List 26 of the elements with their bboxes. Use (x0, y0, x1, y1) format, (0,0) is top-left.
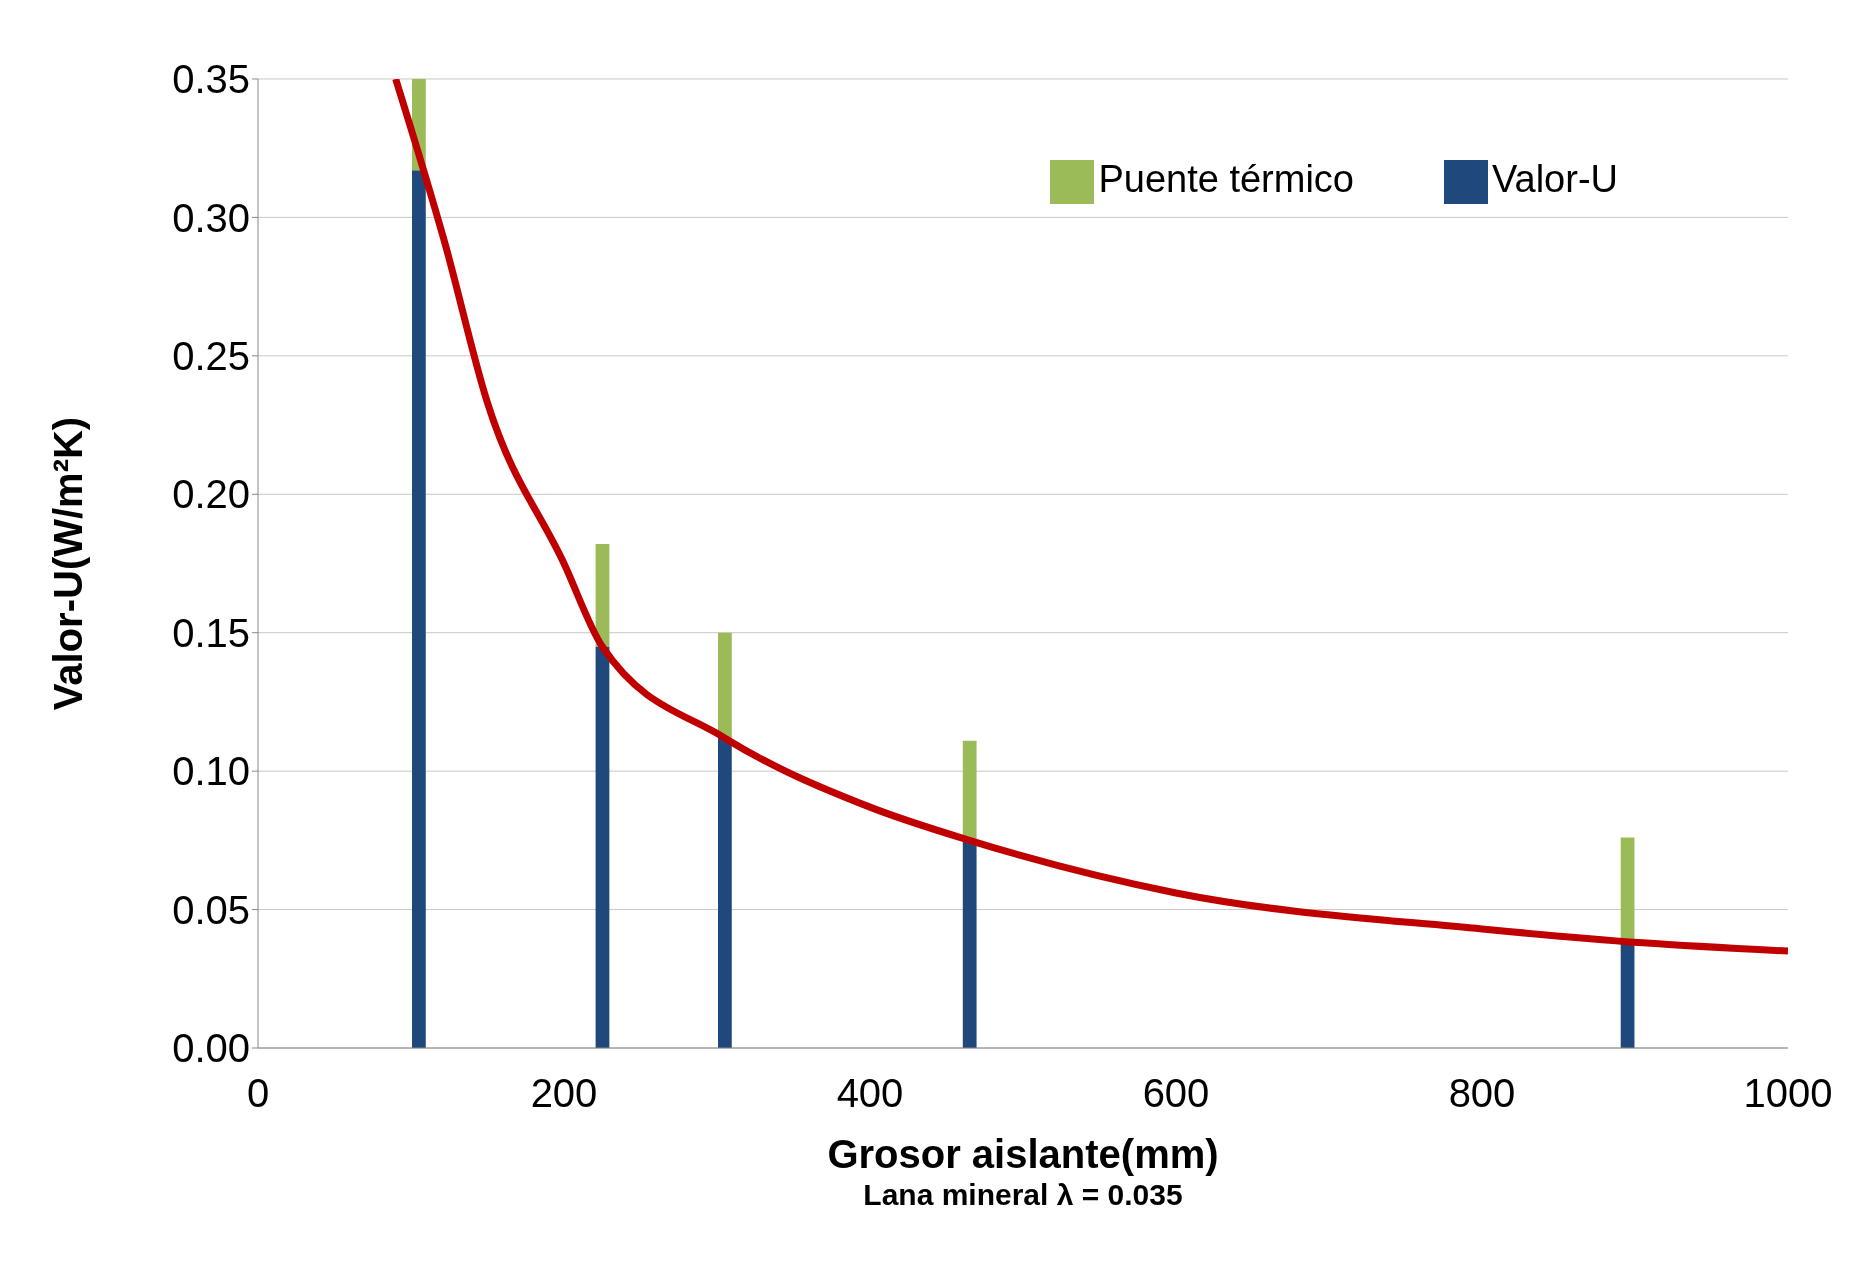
x-tick-label: 0 (246, 1071, 270, 1116)
bar (962, 740, 977, 841)
x-tick-label: 400 (836, 1071, 904, 1116)
y-tick-label: 0.20 (172, 472, 250, 517)
bar (962, 840, 977, 1048)
x-tick-label: 200 (530, 1071, 598, 1116)
x-tick-label: 1000 (1743, 1071, 1833, 1116)
bar (718, 632, 732, 738)
y-axis-title: Valor-U(W/m²K) (46, 416, 91, 711)
bar (718, 737, 732, 1048)
y-tick-label: 0.35 (172, 57, 250, 102)
bar (412, 170, 426, 1048)
y-tick-label: 0.05 (172, 887, 250, 932)
x-axis-title: Grosor aislante(mm) (827, 1132, 1219, 1176)
text: Lana mineral λ = 0.035 (862, 1178, 1184, 1212)
y-tick-label: 0.25 (172, 334, 250, 379)
y-tick-label: 0.15 (172, 610, 250, 655)
legend-label: Puente térmico (1098, 158, 1354, 200)
y-tick-label: 0.10 (172, 749, 250, 794)
y-tick-label: 0.30 (172, 195, 250, 240)
x-tick-label: 600 (1142, 1071, 1210, 1116)
bar (595, 646, 610, 1048)
legend-label: Valor-U (1492, 158, 1618, 200)
y-tick-label: 0.00 (172, 1026, 250, 1071)
x-tick-label: 800 (1448, 1071, 1516, 1116)
bar (1620, 837, 1635, 941)
